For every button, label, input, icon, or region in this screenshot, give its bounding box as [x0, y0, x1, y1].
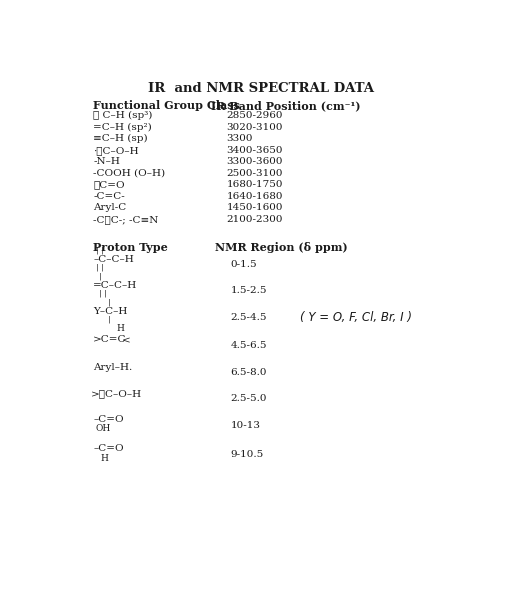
- Text: -C=C-: -C=C-: [93, 192, 125, 201]
- Text: >C=C: >C=C: [93, 335, 126, 344]
- Text: | |: | |: [98, 290, 106, 298]
- Text: <: <: [122, 337, 130, 346]
- Text: =C–C–H: =C–C–H: [93, 281, 137, 290]
- Text: -COOH (O–H): -COOH (O–H): [93, 169, 165, 178]
- Text: -C≣C-; -C≡N: -C≣C-; -C≡N: [93, 215, 158, 224]
- Text: | |: | |: [96, 263, 104, 271]
- Text: ≡C–H (sp): ≡C–H (sp): [93, 134, 148, 143]
- Text: Aryl–H.: Aryl–H.: [93, 363, 132, 372]
- Text: |: |: [108, 299, 110, 307]
- Text: 1680-1750: 1680-1750: [226, 180, 282, 189]
- Text: ·≣C–O–H: ·≣C–O–H: [93, 145, 138, 155]
- Text: –C–C–H: –C–C–H: [93, 255, 134, 264]
- Text: =C–H (sp²): =C–H (sp²): [93, 123, 152, 132]
- Text: 1640-1680: 1640-1680: [226, 192, 282, 201]
- Text: ( Y = O, F, Cl, Br, I ): ( Y = O, F, Cl, Br, I ): [299, 311, 411, 324]
- Text: H: H: [116, 324, 124, 333]
- Text: Proton Type: Proton Type: [93, 242, 167, 253]
- Text: OH: OH: [95, 425, 110, 433]
- Text: | |: | |: [95, 246, 103, 254]
- Text: 2850-2960: 2850-2960: [226, 111, 282, 120]
- Text: 2500-3100: 2500-3100: [226, 169, 282, 178]
- Text: 3400-3650: 3400-3650: [226, 145, 282, 155]
- Text: Y–C–H: Y–C–H: [93, 307, 127, 316]
- Text: Functional Group Class: Functional Group Class: [93, 100, 240, 111]
- Text: IR Band Position (cm⁻¹): IR Band Position (cm⁻¹): [211, 100, 360, 111]
- Text: >ⳈC–O–H: >ⳈC–O–H: [91, 389, 142, 398]
- Text: IR  and NMR SPECTRAL DATA: IR and NMR SPECTRAL DATA: [148, 82, 374, 95]
- Text: 3300-3600: 3300-3600: [226, 157, 282, 166]
- Text: |: |: [98, 273, 101, 280]
- Text: 9-10.5: 9-10.5: [230, 450, 263, 459]
- Text: 3300: 3300: [226, 134, 252, 143]
- Text: Aryl-C: Aryl-C: [93, 203, 126, 213]
- Text: ≧C=O: ≧C=O: [93, 180, 125, 189]
- Text: 2100-2300: 2100-2300: [226, 215, 282, 224]
- Text: 2.5-4.5: 2.5-4.5: [230, 313, 266, 322]
- Text: 0-1.5: 0-1.5: [230, 260, 257, 269]
- Text: 4.5-6.5: 4.5-6.5: [230, 340, 266, 349]
- Text: NMR Region (δ ppm): NMR Region (δ ppm): [214, 242, 347, 253]
- Text: –C=O: –C=O: [93, 444, 124, 453]
- Text: -N–H: -N–H: [93, 157, 120, 166]
- Text: 6.5-8.0: 6.5-8.0: [230, 368, 266, 376]
- Text: H: H: [101, 454, 108, 463]
- Text: ≣ C–H (sp³): ≣ C–H (sp³): [93, 111, 152, 120]
- Text: 1.5-2.5: 1.5-2.5: [230, 286, 266, 295]
- Text: 10-13: 10-13: [230, 422, 260, 431]
- Text: 3020-3100: 3020-3100: [226, 123, 282, 131]
- Text: 1450-1600: 1450-1600: [226, 203, 282, 213]
- Text: –C=O: –C=O: [93, 415, 124, 424]
- Text: |: |: [108, 316, 110, 324]
- Text: 2.5-5.0: 2.5-5.0: [230, 393, 266, 403]
